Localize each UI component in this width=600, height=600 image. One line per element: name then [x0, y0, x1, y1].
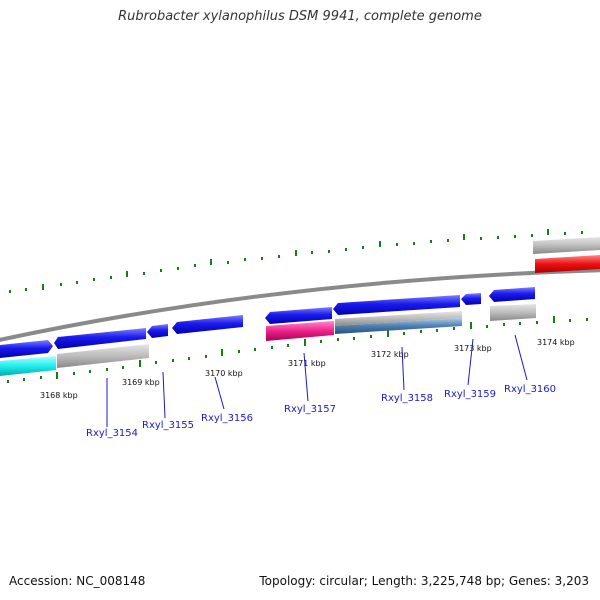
tick-label: 3174 kbp	[537, 338, 575, 347]
tick-labels: 3168 kbp 3169 kbp 3170 kbp 3171 kbp 3172…	[40, 338, 575, 400]
gene-label-lines	[106, 334, 528, 427]
genome-summary-text: Topology: circular; Length: 3,225,748 bp…	[259, 574, 589, 588]
gene-feature[interactable]	[489, 287, 535, 302]
gene-label[interactable]: Rxyl_3154	[86, 428, 138, 439]
red-gene-feature[interactable]	[535, 255, 600, 273]
gene-label[interactable]: Rxyl_3156	[201, 413, 253, 424]
gene-label[interactable]: Rxyl_3159	[444, 389, 496, 400]
map-title: Rubrobacter xylanophilus DSM 9941, compl…	[118, 9, 482, 24]
gene-feature[interactable]	[54, 328, 146, 349]
reverse-cds-feature[interactable]	[533, 237, 600, 254]
accession-text: Accession: NC_008148	[9, 574, 146, 588]
steel-gene-feature[interactable]	[335, 318, 462, 334]
genome-backbone	[0, 268, 600, 342]
gene-feature[interactable]	[147, 324, 168, 338]
tick-label: 3168 kbp	[40, 391, 78, 400]
cds-feature-row	[0, 304, 536, 376]
tick-label: 3170 kbp	[205, 369, 243, 378]
inner-tick-track	[7, 316, 588, 383]
tick-label: 3173 kbp	[454, 344, 492, 353]
leader-line	[514, 334, 528, 381]
cyan-gene-feature[interactable]	[0, 356, 56, 376]
gene-feature[interactable]	[172, 315, 243, 334]
gene-labels: Rxyl_3154 Rxyl_3155 Rxyl_3156 Rxyl_3157 …	[86, 384, 556, 439]
tick-label: 3171 kbp	[288, 359, 326, 368]
leader-line	[401, 346, 405, 391]
gene-feature[interactable]	[0, 340, 53, 358]
gene-label[interactable]: Rxyl_3160	[504, 384, 556, 395]
reverse-cds-feature[interactable]	[57, 344, 149, 368]
gene-label[interactable]: Rxyl_3155	[142, 420, 194, 431]
gene-feature[interactable]	[265, 307, 332, 324]
outer-tick-track	[9, 229, 583, 293]
gene-label[interactable]: Rxyl_3158	[381, 393, 433, 404]
leader-line	[162, 371, 166, 419]
tick-label: 3169 kbp	[122, 378, 160, 387]
pink-gene-feature[interactable]	[266, 321, 334, 341]
gene-label[interactable]: Rxyl_3157	[284, 404, 336, 415]
leader-line	[214, 376, 225, 410]
leader-line	[303, 352, 309, 402]
gene-feature[interactable]	[461, 293, 481, 305]
gene-feature-row	[0, 287, 535, 358]
leader-line	[467, 338, 474, 386]
reverse-cds-feature[interactable]	[335, 311, 462, 326]
tick-label: 3172 kbp	[371, 350, 409, 359]
gene-feature[interactable]	[333, 295, 460, 315]
reverse-cds-feature[interactable]	[490, 304, 536, 321]
